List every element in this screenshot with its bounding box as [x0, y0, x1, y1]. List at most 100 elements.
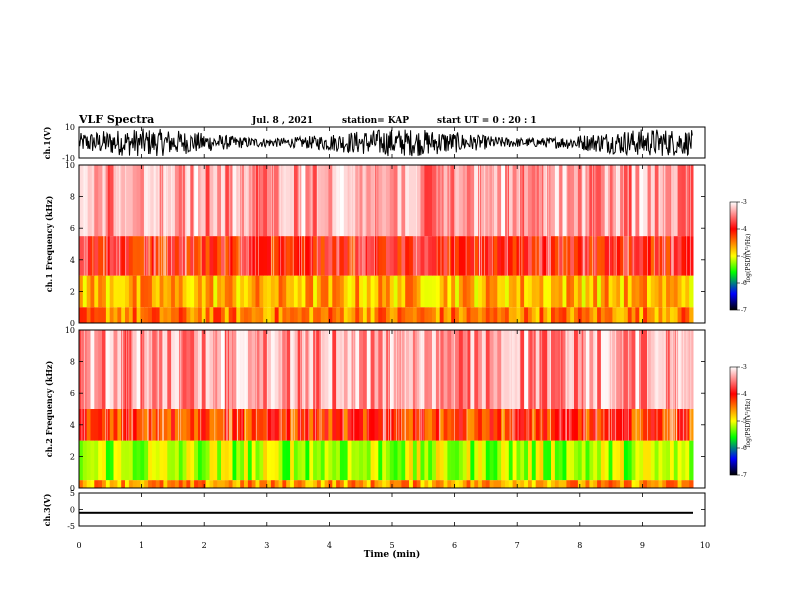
- ch2-spectrogram-cell: [673, 440, 679, 481]
- ch2-spectrogram-cell: [405, 330, 410, 409]
- ch1-spectrogram-cell: [98, 236, 103, 276]
- ch1-spectrogram-cell: [666, 275, 671, 308]
- ch2-spectrogram-cell: [447, 409, 452, 441]
- ch1-spectrogram-cell: [174, 165, 180, 237]
- ch1-spectrogram-cell: [224, 307, 230, 323]
- ch1-spectrogram-streak: [106, 165, 108, 276]
- ch1-spectrogram-cell: [428, 275, 433, 308]
- ch1-spectrogram-cell: [412, 236, 418, 276]
- ch2-spectrogram-cell: [650, 409, 656, 441]
- ytick-label: 2: [70, 287, 75, 296]
- ch1-spectrogram-cell: [209, 275, 214, 308]
- ch2-spectrogram-cell: [290, 480, 295, 488]
- ch1-spectrogram-cell: [186, 275, 191, 308]
- ch1-spectrogram-cell: [255, 307, 260, 323]
- ch1-spectrogram-cell: [424, 165, 429, 237]
- ch2-spectrogram-cell: [293, 480, 299, 488]
- ch2-spectrogram-cell: [531, 330, 537, 409]
- ch1-spectrogram-cell: [301, 236, 306, 276]
- ch2-spectrogram-cell: [666, 409, 671, 441]
- ch1-spectrogram-cell: [635, 307, 640, 323]
- ch2-spectrogram-cell: [604, 409, 609, 441]
- ch1-spectrogram-cell: [673, 165, 679, 237]
- ch2-spectrogram-cell: [455, 480, 460, 488]
- ch2-spectrogram-streak: [147, 330, 148, 441]
- ch1-spectrogram-cell: [205, 275, 210, 308]
- ch1-spectrogram-cell: [562, 165, 567, 237]
- ch2-spectrogram-cell: [409, 409, 414, 441]
- ch2-spectrogram-cell: [670, 440, 675, 481]
- ch1-spectrogram-cell: [666, 236, 671, 276]
- ch2-spectrogram-cell: [151, 330, 157, 409]
- ch1-spectrogram-cell: [255, 165, 260, 237]
- ch2-spectrogram-cell: [432, 330, 437, 409]
- ch2-spectrogram-cell: [666, 480, 671, 488]
- ch2-spectrogram-cell: [79, 440, 84, 481]
- ch2-spectrogram-streak: [512, 330, 513, 441]
- ch1-spectrogram-cell: [389, 236, 395, 276]
- ch1-spectrogram-streak: [251, 165, 253, 276]
- ch2-spectrogram-cell: [508, 330, 514, 409]
- ch1-spectrogram-streak: [163, 165, 164, 276]
- ch1-spectrogram-cell: [190, 165, 195, 237]
- ch1-spectrogram-cell: [470, 275, 475, 308]
- ch1-spectrogram-cell: [623, 275, 629, 308]
- ch2-spectrogram-cell: [435, 409, 441, 441]
- ch1-spectrogram-cell: [305, 165, 310, 237]
- ch2-spectrogram-cell: [597, 480, 602, 488]
- ch1-spectrogram-cell: [666, 307, 671, 323]
- ch1-spectrogram-cell: [470, 236, 475, 276]
- ch2-spectrogram-cell: [125, 409, 130, 441]
- ch2-spectrogram-cell: [217, 440, 222, 481]
- ch2-spectrogram-cell: [125, 440, 130, 481]
- ch1-spectrogram-cell: [336, 307, 341, 323]
- ch2-spectrogram-cell: [401, 440, 406, 481]
- ch1-spectrogram-cell: [201, 165, 207, 237]
- ch1-spectrogram-cell: [604, 236, 609, 276]
- ch2-spectrogram-cell: [516, 409, 521, 441]
- ch2-spectrogram-cell: [585, 330, 590, 409]
- ch1-spectrogram-cell: [324, 307, 329, 323]
- ch2-spectrogram-cell: [186, 440, 191, 481]
- ch1-spectrogram-cell: [647, 307, 652, 323]
- ch1-spectrogram-streak: [479, 165, 480, 276]
- ch1-spectrogram-cell: [627, 236, 633, 276]
- ch1-spectrogram-cell: [386, 236, 391, 276]
- ch1-spectrogram-cell: [554, 236, 560, 276]
- ch2-spectrogram-cell: [182, 409, 187, 441]
- ch1-spectrogram-cell: [412, 165, 418, 237]
- ch1-spectrogram-cell: [401, 165, 406, 237]
- ch1-spectrogram-cell: [670, 307, 675, 323]
- ch1-spectrogram-cell: [136, 275, 141, 308]
- ytick-label: 6: [70, 389, 75, 398]
- ch2-spectrogram-cell: [301, 440, 306, 481]
- ch1-spectrogram-cell: [198, 236, 203, 276]
- ch2-spectrogram-cell: [577, 440, 583, 481]
- ch1-spectrogram-streak: [284, 165, 286, 276]
- ch1-spectrogram-cell: [293, 165, 299, 237]
- ch1-spectrogram-cell: [313, 236, 318, 276]
- ch2-spectrogram-streak: [676, 330, 677, 441]
- ch1-spectrogram-cell: [98, 165, 103, 237]
- ch1-spectrogram-cell: [182, 275, 187, 308]
- ch2-spectrogram-cell: [374, 330, 379, 409]
- ch2-spectrogram-streak: [230, 330, 231, 441]
- ch1-spectrogram-cell: [409, 307, 414, 323]
- ch1-spectrogram-cell: [489, 307, 494, 323]
- ch1-spectrogram-cell: [481, 275, 487, 308]
- ch1-spectrogram-streak: [658, 165, 660, 276]
- ch2-spectrogram-cell: [136, 480, 141, 488]
- ch1-spectrogram-cell: [451, 236, 456, 276]
- ch1-spectrogram-cell: [274, 236, 279, 276]
- ch1-spectrogram-cell: [608, 236, 613, 276]
- ch1-spectrogram-cell: [685, 275, 690, 308]
- ch1-spectrogram-cell: [263, 307, 268, 323]
- ch1-spectrogram-cell: [681, 236, 686, 276]
- ch2-spectrogram-cell: [593, 440, 598, 481]
- ch1-spectrogram-streak: [103, 165, 105, 276]
- ch2-spectrogram-cell: [263, 440, 268, 481]
- ch2-spectrogram-cell: [604, 330, 609, 409]
- ch1-spectrogram-streak: [116, 165, 118, 276]
- ch2-spectrogram-cell: [505, 480, 510, 488]
- ch2-spectrogram-cell: [171, 480, 176, 488]
